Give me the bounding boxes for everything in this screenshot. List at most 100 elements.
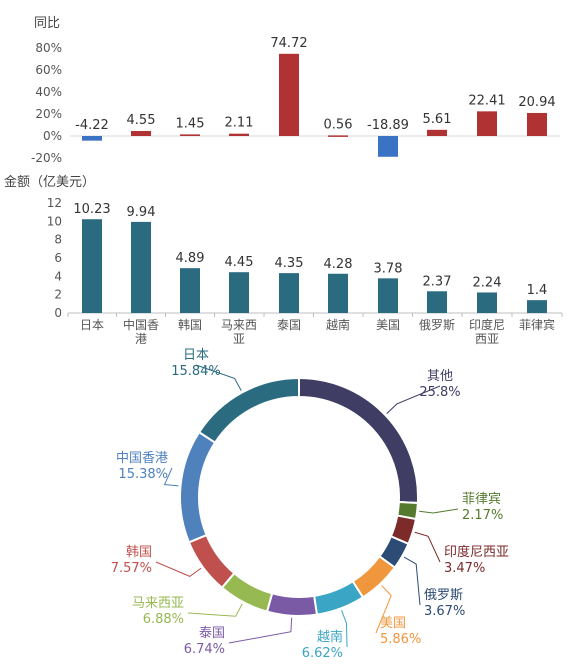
- donut-leader-line: [341, 610, 348, 648]
- yoy-value-label: 1.45: [176, 116, 205, 131]
- amount-tick-label: 2: [54, 288, 62, 302]
- yoy-value-label: 5.61: [423, 112, 452, 127]
- amount-bar: [180, 268, 200, 313]
- amount-tick-label: 12: [47, 196, 62, 210]
- donut-slice-name: 马来西亚: [132, 596, 184, 611]
- donut-slice-percent: 25.8%: [419, 385, 460, 400]
- amount-value-label: 4.35: [275, 256, 304, 271]
- yoy-bar: [527, 112, 547, 136]
- donut-leader-line: [228, 617, 293, 644]
- donut-slice: [197, 376, 300, 444]
- yoy-value-label: 20.94: [518, 95, 555, 110]
- amount-bar: [229, 272, 249, 313]
- donut-slice: [298, 376, 419, 505]
- donut-slice: [179, 430, 217, 544]
- amount-bar: [131, 221, 151, 313]
- donut-slice-name: 印度尼西亚: [444, 544, 509, 560]
- yoy-tick-label: 80%: [35, 41, 62, 55]
- amount-bar: [477, 292, 497, 313]
- yoy-bar: [131, 130, 151, 136]
- donut-leader-line: [419, 508, 459, 514]
- donut-slice-name: 其他: [427, 369, 453, 384]
- donut-slice-percent: 5.86%: [380, 632, 421, 647]
- amount-category-label: 泰国: [277, 318, 301, 332]
- amount-tick-label: 4: [54, 269, 62, 283]
- donut-slice-name: 中国香港: [116, 451, 168, 466]
- yoy-bar: [328, 135, 348, 137]
- amount-category-label: 越南: [326, 317, 350, 332]
- donut-slice-name: 韩国: [126, 545, 152, 560]
- yoy-value-label: 0.56: [324, 117, 353, 132]
- donut-leader-line: [187, 603, 243, 617]
- yoy-value-label: -18.89: [367, 118, 409, 133]
- donut-slice-percent: 15.38%: [118, 467, 168, 482]
- yoy-value-label: 4.55: [127, 113, 156, 128]
- donut-slice-name: 泰国: [199, 626, 225, 641]
- donut-slice: [187, 533, 236, 590]
- amount-bar: [328, 273, 348, 313]
- amount-category-label: 菲律宾: [519, 317, 555, 332]
- amount-value-label: 1.4: [527, 283, 548, 298]
- donut-slice-name: 美国: [380, 616, 406, 631]
- amount-tick-label: 6: [54, 251, 62, 265]
- donut-leader-line: [375, 585, 392, 634]
- donut-slice-percent: 2.17%: [462, 508, 503, 523]
- amount-category-label: 日本: [80, 318, 104, 332]
- amount-bar-chart: 金额（亿美元） 12 10 8 6 4 2 0 10.23 日本 9.94 中国香港 4.89 韩国 4.…: [4, 174, 563, 346]
- donut-slice-name: 日本: [183, 348, 209, 363]
- yoy-tick-label: 0%: [43, 129, 62, 143]
- amount-category-label: 韩国: [178, 317, 202, 332]
- donut-slice-name: 菲律宾: [462, 491, 501, 507]
- donut-slice: [312, 579, 365, 616]
- donut-slice-percent: 3.67%: [424, 604, 465, 619]
- yoy-value-label: -4.22: [75, 118, 109, 133]
- amount-value-label: 4.45: [225, 255, 254, 270]
- donut-slice-percent: 6.88%: [143, 612, 184, 627]
- amount-bar: [527, 300, 547, 313]
- amount-category-label: 中国香港: [123, 317, 159, 346]
- amount-value-label: 4.89: [176, 251, 205, 266]
- yoy-bar: [378, 136, 398, 157]
- donut-leader-line: [195, 364, 242, 391]
- amount-value-label: 2.37: [423, 274, 452, 289]
- amount-value-label: 2.24: [473, 275, 502, 290]
- donut-slice: [265, 592, 319, 617]
- yoy-tick-label: -20%: [31, 151, 62, 165]
- amount-bar: [82, 219, 102, 313]
- yoy-value-label: 74.72: [270, 36, 307, 51]
- yoy-bar: [427, 129, 447, 136]
- yoy-bar: [279, 53, 299, 136]
- amount-category-label: 印度尼西亚: [469, 317, 505, 346]
- donut-leader-line: [163, 467, 179, 487]
- amount-category-label: 马来西亚: [221, 318, 257, 346]
- yoy-bar: [229, 133, 249, 136]
- yoy-value-label: 22.41: [468, 93, 505, 108]
- amount-tick-label: 10: [47, 214, 62, 228]
- amount-category-label: 俄罗斯: [419, 318, 455, 332]
- donut-leader-line: [403, 556, 421, 606]
- donut-slice-percent: 3.47%: [444, 561, 485, 576]
- yoy-tick-label: 20%: [35, 107, 62, 121]
- donut-slice-percent: 6.74%: [184, 642, 225, 657]
- donut-leader-line: [386, 385, 441, 414]
- donut-leader-line: [414, 531, 441, 563]
- donut-slice-percent: 7.57%: [111, 561, 152, 576]
- donut-slice-percent: 15.84%: [171, 364, 221, 379]
- amount-value-label: 9.94: [127, 205, 156, 220]
- yoy-value-label: 2.11: [225, 116, 254, 131]
- amount-bar: [279, 273, 299, 313]
- yoy-bar: [477, 111, 497, 136]
- donut-slice-percent: 6.62%: [302, 646, 343, 661]
- amount-tick-label: 0: [54, 306, 62, 320]
- amount-bar: [427, 291, 447, 313]
- yoy-bar: [82, 136, 102, 141]
- amount-bar: [378, 278, 398, 313]
- amount-tick-label: 8: [54, 233, 62, 247]
- amount-axis-title: 金额（亿美元）: [4, 174, 95, 190]
- donut-slice-name: 俄罗斯: [424, 588, 463, 603]
- amount-value-label: 10.23: [73, 202, 110, 217]
- yoy-bar-chart: 同比 80% 60% 40% 20% 0% -20% -4.22 4.55 1.45 2.11 74…: [31, 16, 560, 165]
- yoy-tick-label: 40%: [35, 85, 62, 99]
